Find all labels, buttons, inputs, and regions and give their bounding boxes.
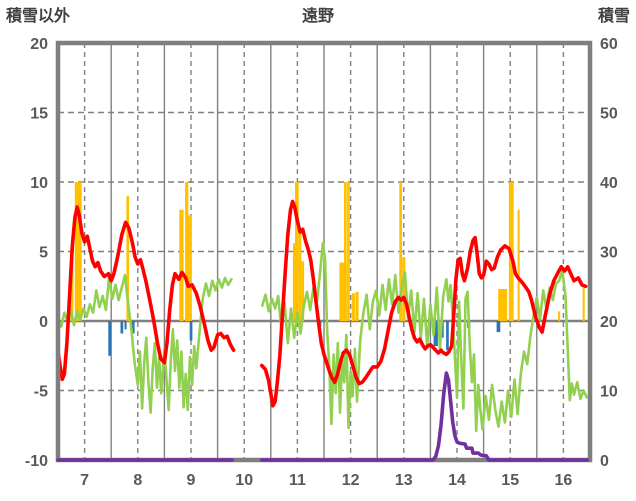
x-axis-tick: 15 (501, 472, 519, 489)
chart-title: 遠野 (302, 6, 334, 25)
x-axis-tick: 10 (235, 472, 253, 489)
orange-bars-bar (351, 293, 355, 321)
orange-bars-bar (344, 182, 347, 321)
right-axis-title: 積雪 (597, 6, 630, 25)
orange-bars-bar (292, 243, 296, 321)
orange-bars-bar (188, 215, 192, 321)
orange-bars-bar (74, 182, 82, 321)
red-line (56, 205, 236, 382)
orange-bars-bar (402, 257, 406, 321)
x-axis-tick: 14 (448, 472, 466, 489)
red-line (260, 199, 588, 408)
orange-bars-bar (179, 209, 184, 321)
left-axis-tick: -10 (25, 453, 48, 470)
purple-snow-depth-line (260, 371, 590, 462)
left-axis-tick: 0 (39, 314, 48, 331)
left-axis-tick: -5 (34, 384, 48, 401)
orange-bars-bar (185, 182, 189, 321)
left-axis-tick: 20 (30, 36, 48, 53)
blue-bars-bar (120, 321, 124, 334)
blue-bars-bar (124, 321, 127, 330)
x-axis-tick: 16 (555, 472, 573, 489)
orange-bars-bar (582, 287, 585, 321)
left-axis-tick: 5 (39, 245, 48, 262)
x-axis-tick: 11 (289, 472, 306, 489)
blue-bars-bar (433, 321, 438, 346)
right-axis-tick: 60 (600, 36, 618, 53)
orange-bars-bar (498, 289, 508, 321)
right-axis-tick: 20 (600, 314, 618, 331)
orange-bars-bar (301, 261, 305, 321)
orange-bars-bar (126, 195, 130, 321)
orange-bars-bar (399, 182, 402, 321)
x-axis-tick: 9 (187, 472, 196, 489)
green-line (56, 273, 233, 414)
orange-bars-bar (298, 229, 302, 321)
right-axis-tick: 0 (600, 453, 609, 470)
blue-bars-bar (131, 321, 135, 334)
orange-bars-bar (339, 262, 347, 321)
right-axis-tick: 40 (600, 175, 618, 192)
blue-bars-bar (108, 321, 111, 356)
snow-depth-layer (56, 371, 590, 462)
right-axis-tick: 30 (600, 245, 618, 262)
left-axis-tick: 10 (30, 175, 48, 192)
right-axis-tick: 10 (600, 384, 618, 401)
orange-bars-bar (355, 291, 359, 321)
blue-bars-bar (189, 321, 193, 341)
x-axis-tick: 12 (342, 472, 360, 489)
blue-bars-bar (496, 321, 501, 333)
right-axis-tick: 50 (600, 106, 618, 123)
x-axis-tick: 7 (80, 472, 89, 489)
orange-bars-bar (517, 209, 520, 321)
blue-bars-bar (446, 321, 449, 351)
orange-bars-bar (347, 182, 350, 321)
left-axis-tick: 15 (30, 106, 48, 123)
x-axis-tick: 13 (395, 472, 413, 489)
orange-bars-bar (558, 311, 561, 321)
left-axis-title: 積雪以外 (5, 6, 70, 25)
x-axis-tick: 8 (133, 472, 142, 489)
orange-bars-bar (295, 182, 299, 321)
data-series (56, 182, 589, 433)
